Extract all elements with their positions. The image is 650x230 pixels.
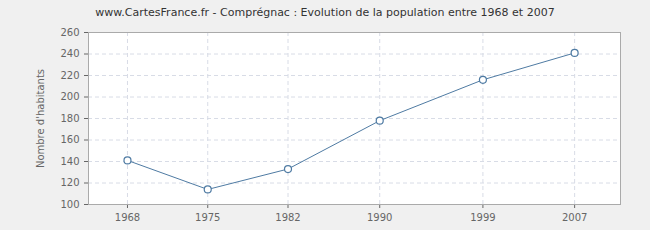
svg-text:1990: 1990	[367, 212, 392, 223]
svg-text:220: 220	[60, 70, 79, 81]
svg-text:260: 260	[60, 27, 79, 38]
svg-text:100: 100	[60, 199, 79, 210]
svg-text:1968: 1968	[115, 212, 140, 223]
svg-text:1975: 1975	[195, 212, 220, 223]
svg-text:240: 240	[60, 48, 79, 59]
svg-text:1982: 1982	[275, 212, 300, 223]
svg-text:120: 120	[60, 177, 79, 188]
svg-text:160: 160	[60, 134, 79, 145]
svg-text:180: 180	[60, 113, 79, 124]
svg-text:200: 200	[60, 91, 79, 102]
svg-text:140: 140	[60, 156, 79, 167]
svg-text:1999: 1999	[470, 212, 495, 223]
svg-text:2007: 2007	[562, 212, 587, 223]
svg-text:Nombre d'habitants: Nombre d'habitants	[35, 69, 46, 168]
html-text:www.CartesFrance.fr - Comprégn: www.CartesFrance.fr - Comprégnac : Evolu…	[95, 6, 555, 19]
